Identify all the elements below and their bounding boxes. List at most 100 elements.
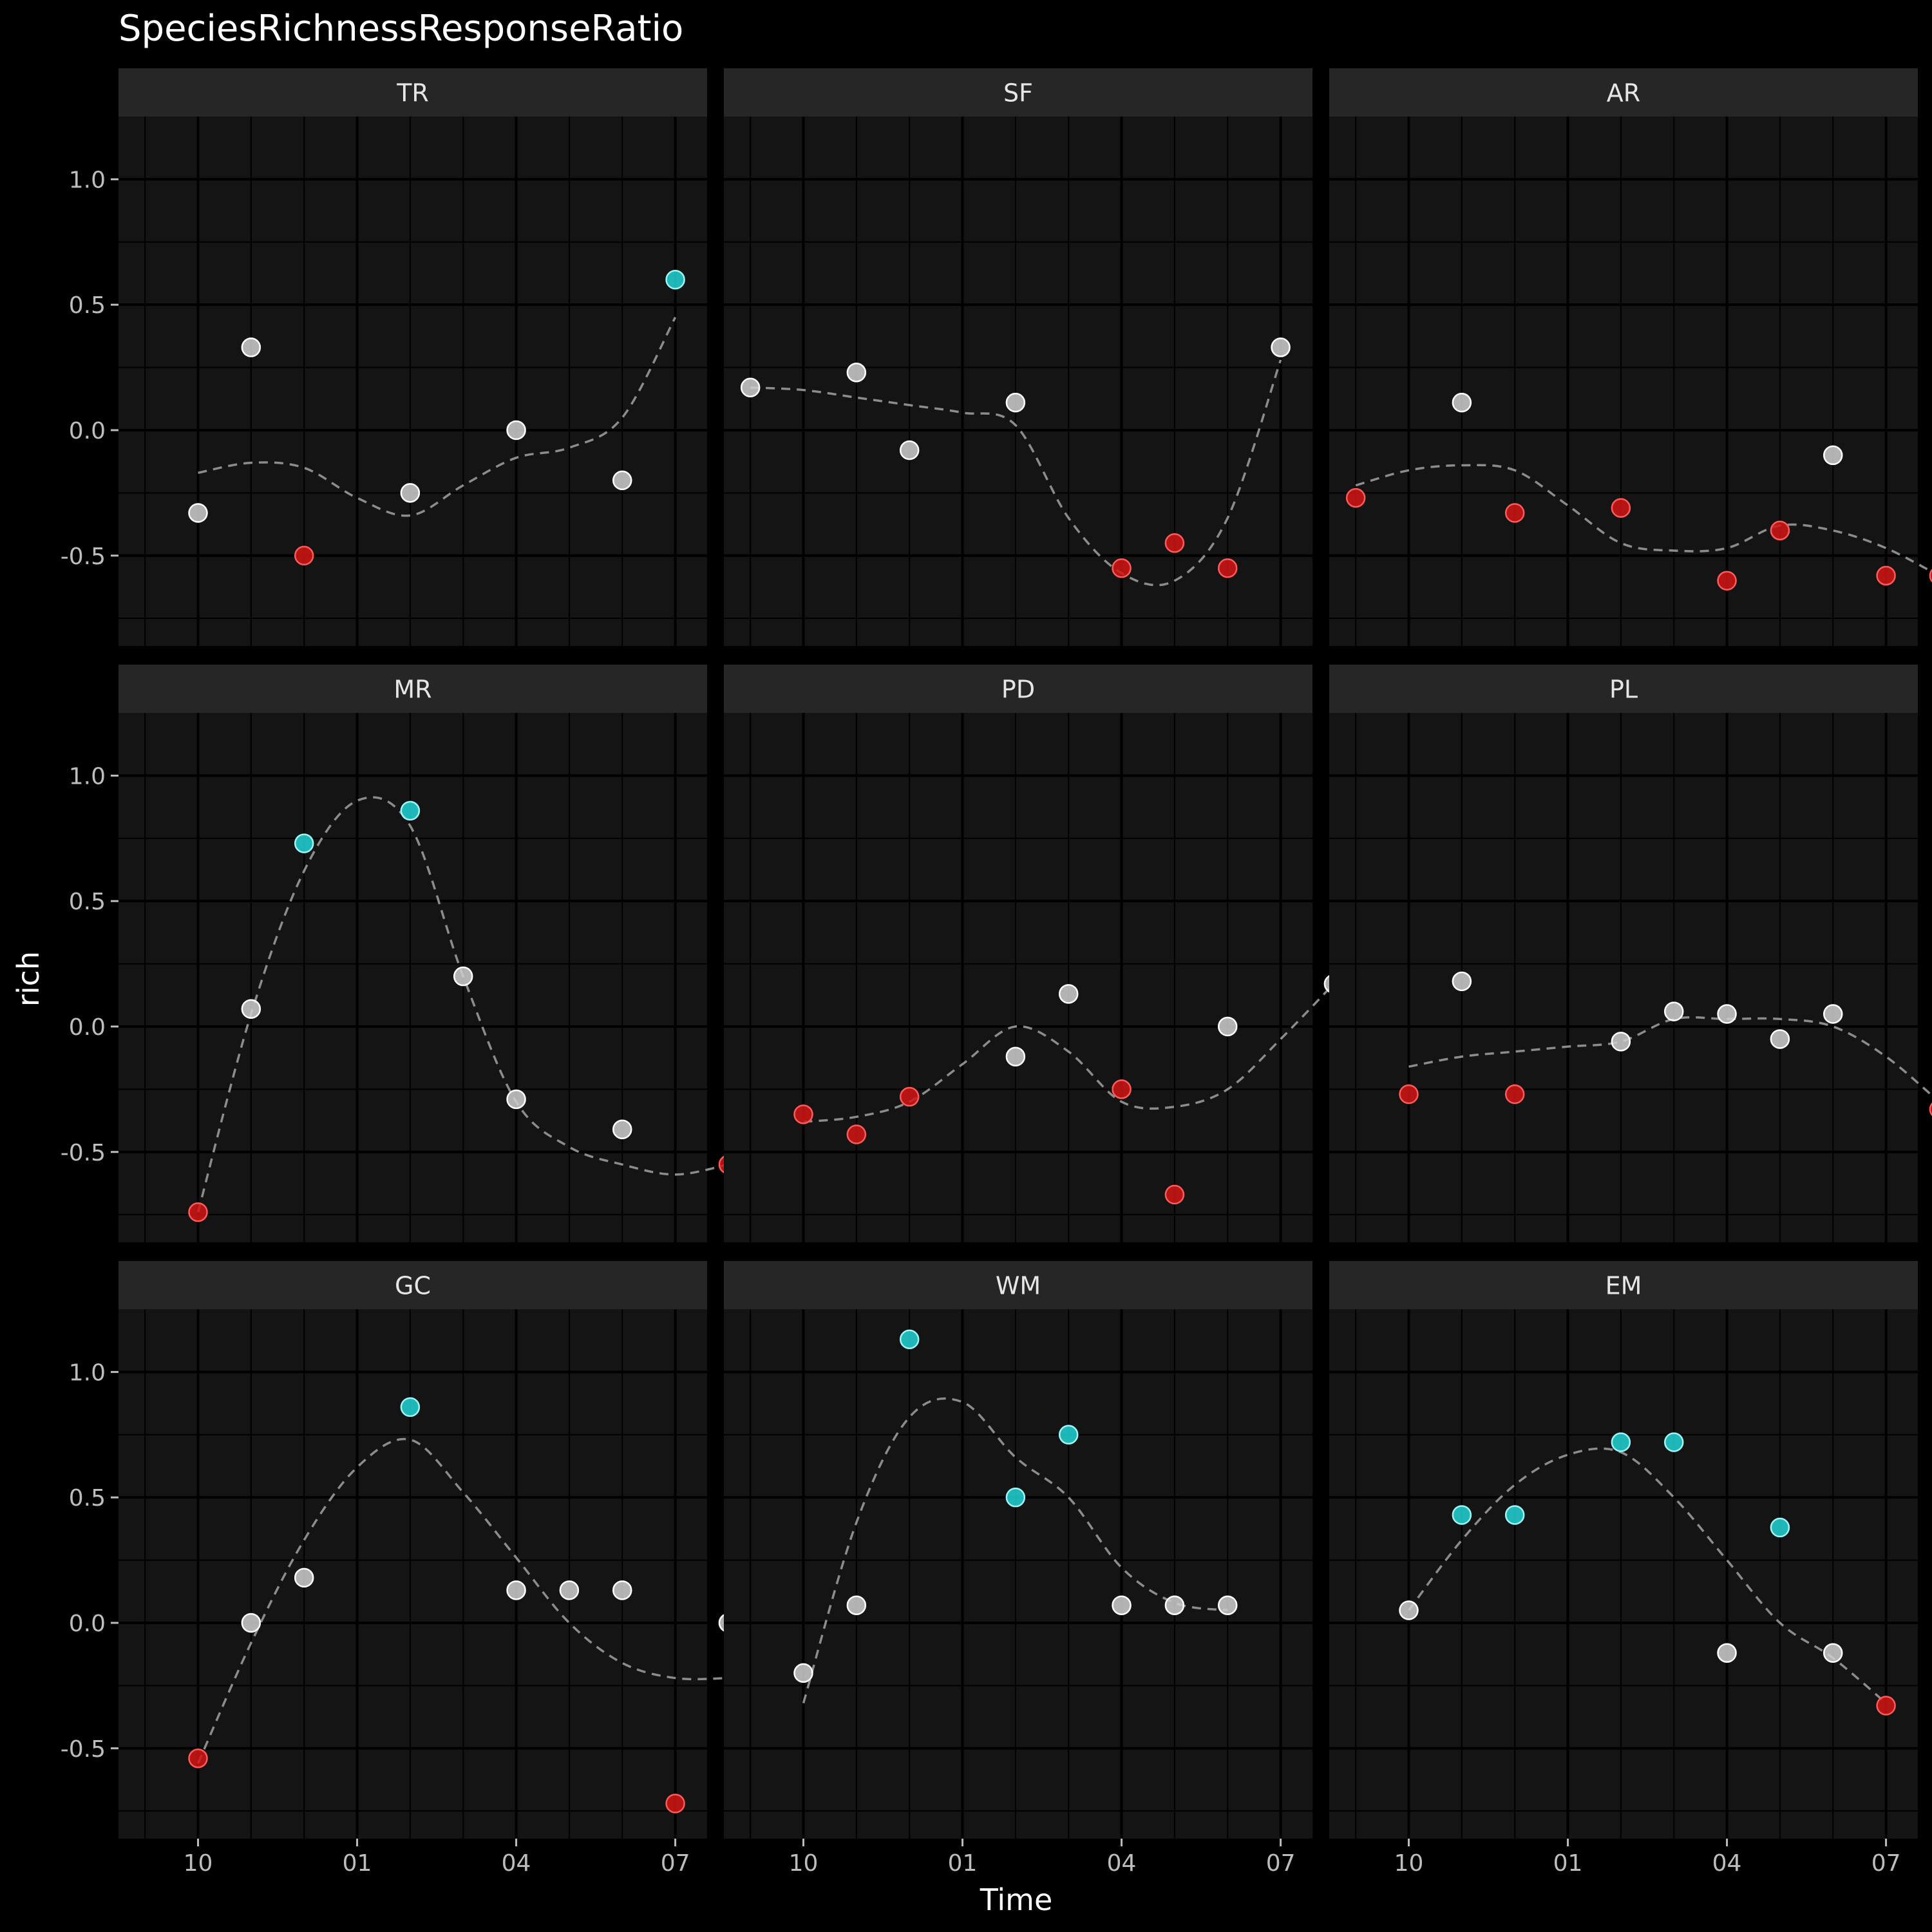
facet-strip xyxy=(1329,1261,1918,1309)
data-point-neutral xyxy=(1005,1046,1026,1066)
data-point-positive xyxy=(1611,1432,1631,1452)
data-point-neutral xyxy=(612,1119,632,1139)
data-point-neutral xyxy=(241,1613,261,1633)
data-point-negative xyxy=(188,1748,208,1768)
facet-strip-label: SF xyxy=(1003,79,1033,108)
data-point-neutral xyxy=(793,1663,813,1683)
chart-title: SpeciesRichnessResponseRatio xyxy=(118,8,683,50)
facet-strip-label: WM xyxy=(996,1272,1041,1300)
data-point-negative xyxy=(1876,1696,1896,1716)
data-point-neutral xyxy=(1717,1643,1737,1663)
data-point-negative xyxy=(1399,1084,1419,1104)
data-point-negative xyxy=(1770,520,1790,541)
y-tick-label: 1.0 xyxy=(69,167,106,193)
data-point-neutral xyxy=(1452,392,1472,413)
x-tick-label: 04 xyxy=(1712,1850,1742,1877)
y-tick-label: -0.5 xyxy=(61,544,106,570)
x-axis-label: Time xyxy=(980,1882,1053,1917)
facet-panels: TR 1.0 0.5 0.0 -0.5 SF AR MR 1.0 0.5 0.0 -0.5 PD PL GC… xyxy=(61,68,1932,1877)
data-point-neutral xyxy=(612,470,632,491)
data-point-neutral xyxy=(1823,445,1843,466)
data-point-neutral xyxy=(1663,1001,1684,1021)
facet-strip-label: PD xyxy=(1001,676,1035,704)
data-point-neutral xyxy=(506,420,526,440)
panel-background xyxy=(1329,713,1918,1242)
facet-strip xyxy=(1329,68,1918,117)
facet-panel-sf: SF xyxy=(724,68,1312,646)
data-point-positive xyxy=(1663,1432,1684,1452)
data-point-negative xyxy=(1345,488,1366,508)
data-point-negative xyxy=(1164,533,1185,553)
data-point-positive xyxy=(400,1397,421,1417)
x-tick-label: 07 xyxy=(661,1850,690,1877)
data-point-neutral xyxy=(1218,1595,1238,1615)
y-tick-label: 0.0 xyxy=(69,1014,106,1041)
panel-background xyxy=(1329,1309,1918,1839)
facet-strip-label: TR xyxy=(396,79,429,108)
facet-strip xyxy=(724,665,1312,713)
data-point-neutral xyxy=(740,377,761,397)
facet-panel-pl: PL xyxy=(1329,665,1932,1242)
facet-strip xyxy=(724,1261,1312,1309)
data-point-negative xyxy=(1112,1079,1132,1099)
facet-strip xyxy=(724,68,1312,117)
x-tick-label: 04 xyxy=(1107,1850,1137,1877)
data-point-neutral xyxy=(1452,971,1472,992)
smooth-trend-line xyxy=(1408,1447,1887,1704)
x-tick-label: 07 xyxy=(1871,1850,1901,1877)
data-point-negative xyxy=(1164,1184,1185,1205)
x-tick-label: 10 xyxy=(789,1850,819,1877)
data-point-negative xyxy=(1504,503,1525,523)
data-point-neutral xyxy=(188,503,208,523)
data-point-neutral xyxy=(1164,1595,1185,1615)
y-tick-label: -0.5 xyxy=(61,1736,106,1763)
x-tick-label: 01 xyxy=(1553,1850,1583,1877)
data-point-negative xyxy=(1717,571,1737,591)
data-point-neutral xyxy=(506,1089,526,1110)
panel-background xyxy=(724,1309,1312,1839)
data-point-negative xyxy=(1504,1084,1525,1104)
data-point-neutral xyxy=(559,1580,580,1600)
data-point-neutral xyxy=(1823,1643,1843,1663)
data-point-neutral xyxy=(1823,1004,1843,1024)
facet-strip xyxy=(1329,665,1918,713)
facet-panel-gc: GC 1.0 0.5 0.0 -0.5 10 01 04 07 xyxy=(61,1261,739,1877)
facet-strip-label: GC xyxy=(395,1272,431,1300)
facet-panel-wm: WM 10 01 04 07 xyxy=(724,1261,1312,1877)
data-point-positive xyxy=(665,269,685,290)
data-point-neutral xyxy=(1399,1600,1419,1620)
data-point-neutral xyxy=(1218,1016,1238,1037)
facet-panel-ar: AR xyxy=(1329,68,1932,646)
data-point-neutral xyxy=(846,363,867,383)
facet-strip xyxy=(118,68,707,117)
y-tick-label: 0.0 xyxy=(69,1611,106,1637)
facet-panel-em: EM 10 01 04 07 xyxy=(1329,1261,1918,1877)
panel-background xyxy=(118,1309,707,1839)
data-point-neutral xyxy=(1770,1029,1790,1049)
data-point-negative xyxy=(1929,1102,1932,1117)
data-point-negative xyxy=(1929,569,1932,583)
x-tick-label: 10 xyxy=(1394,1850,1424,1877)
smooth-trend-line xyxy=(196,1437,728,1764)
data-point-negative xyxy=(1218,558,1238,578)
data-point-neutral xyxy=(1005,392,1026,413)
data-point-neutral xyxy=(294,1567,314,1588)
smooth-trend-line xyxy=(750,359,1282,587)
data-point-neutral xyxy=(846,1595,867,1615)
data-point-positive xyxy=(400,800,421,821)
y-axis-label: rich xyxy=(11,951,46,1007)
data-point-positive xyxy=(1452,1505,1472,1525)
x-tick-label: 07 xyxy=(1266,1850,1296,1877)
data-point-negative xyxy=(899,1086,920,1107)
y-tick-label: 0.0 xyxy=(69,418,106,444)
facet-strip-label: AR xyxy=(1607,79,1640,108)
panel-background xyxy=(118,713,707,1242)
x-tick-label: 01 xyxy=(343,1850,372,1877)
data-point-neutral xyxy=(1271,337,1291,357)
data-point-positive xyxy=(1770,1517,1790,1538)
facet-strip-label: EM xyxy=(1605,1272,1642,1300)
facet-strip-label: MR xyxy=(393,676,431,704)
smooth-trend-line xyxy=(802,1397,1228,1704)
data-point-positive xyxy=(1504,1505,1525,1525)
